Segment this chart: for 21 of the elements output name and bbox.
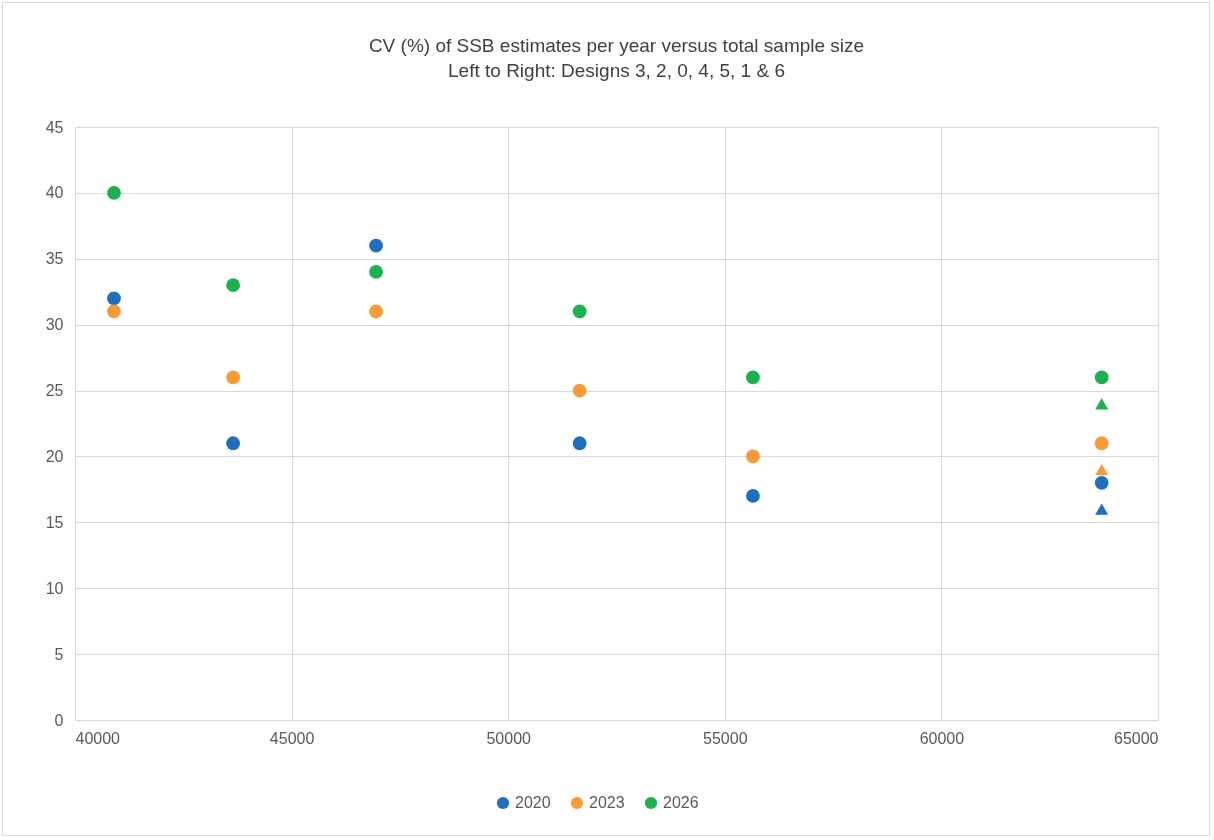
y-tick-label: 0	[54, 711, 64, 729]
chart-title: CV (%) of SSB estimates per year versus total sample size	[368, 35, 865, 56]
x-tick-label: 40000	[75, 729, 121, 747]
legend-label: 2020	[515, 794, 551, 811]
x-tick-label: 45000	[269, 729, 315, 747]
legend-label: 2026	[663, 794, 699, 811]
y-tick-label: 45	[45, 118, 64, 136]
y-tick-label: 10	[45, 579, 64, 597]
y-tick-label: 35	[45, 250, 64, 268]
x-tick-label: 65000	[1114, 729, 1159, 747]
y-tick-label: 30	[45, 316, 64, 334]
x-tick-label: 55000	[703, 729, 748, 747]
y-tick-label: 20	[45, 447, 64, 465]
legend-label: 2023	[589, 794, 625, 811]
x-tick-label: 50000	[486, 729, 532, 747]
y-tick-label: 5	[54, 645, 64, 663]
chart-subtitle: Left to Right: Designs 3, 2, 0, 4, 5, 1 & 6	[448, 60, 785, 81]
y-tick-label: 40	[45, 184, 64, 202]
y-tick-label: 25	[45, 382, 64, 400]
x-tick-label: 60000	[919, 729, 965, 747]
y-tick-label: 15	[45, 513, 64, 531]
